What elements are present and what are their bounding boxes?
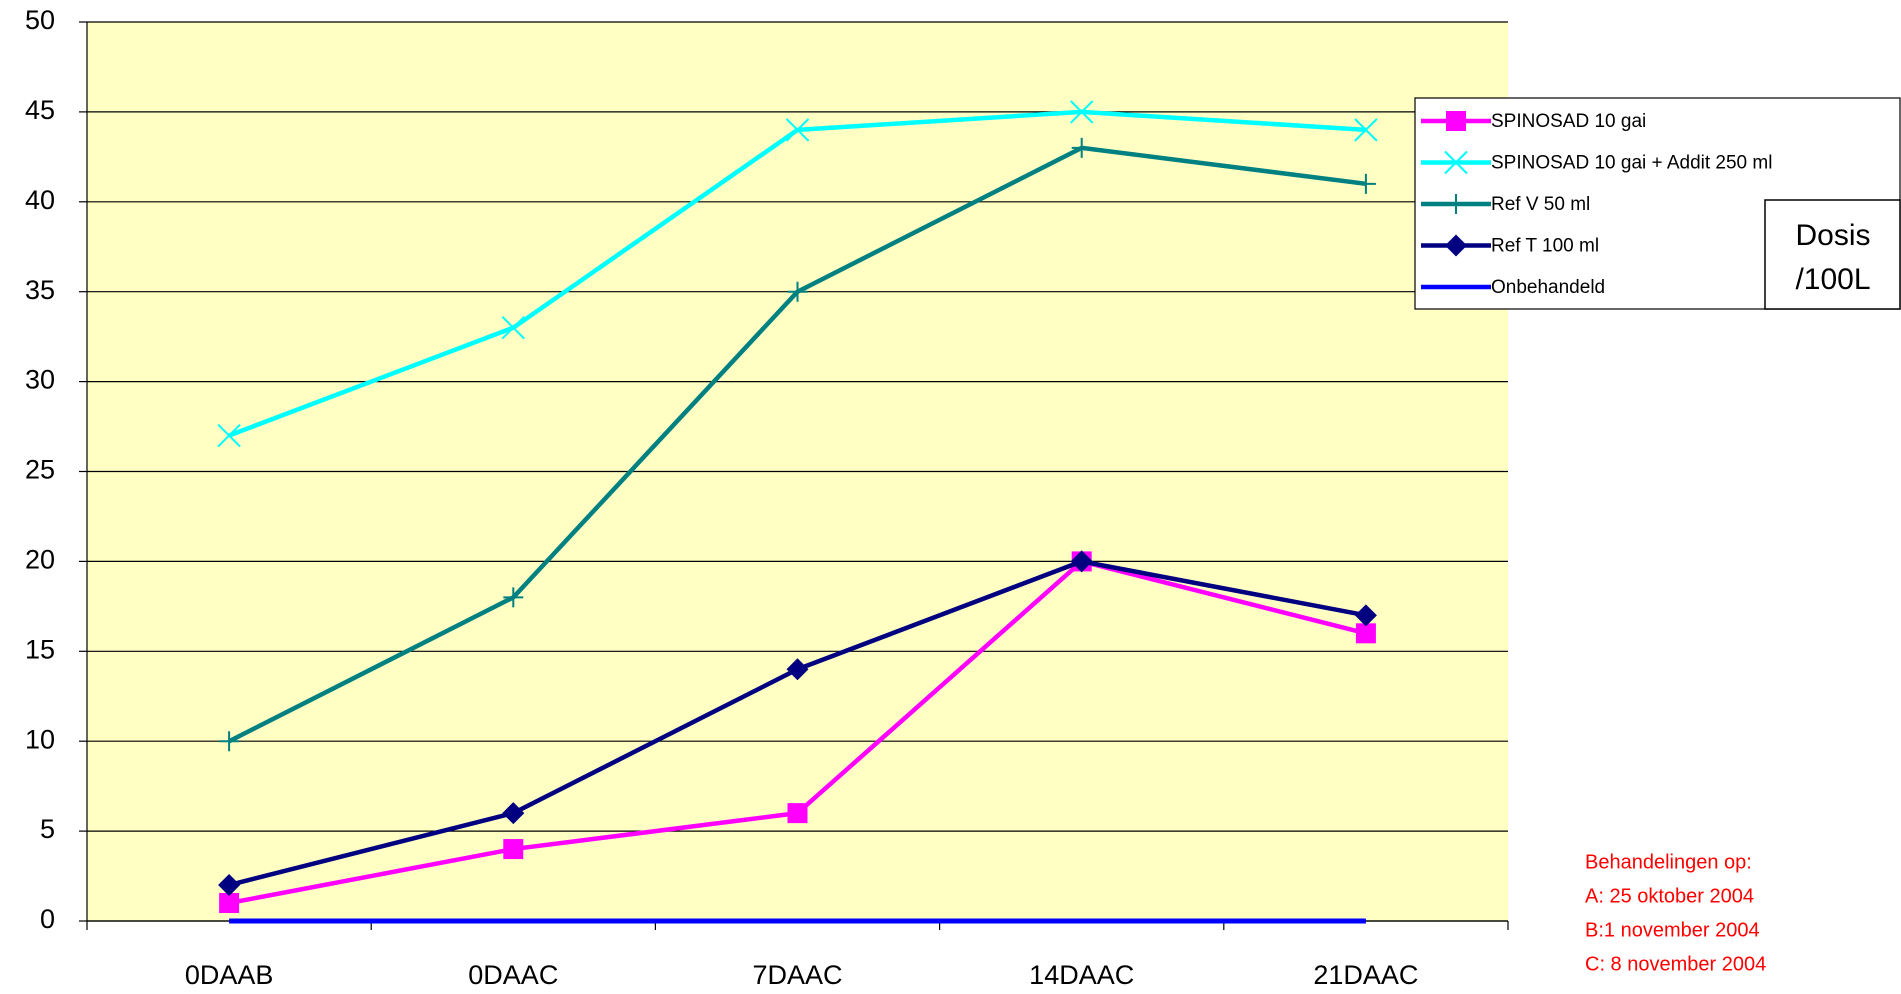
legend-marker xyxy=(1446,194,1466,214)
data-point xyxy=(1354,604,1377,627)
y-tick-label: 40 xyxy=(25,185,55,215)
x-tick-label: 14DAAC xyxy=(1029,960,1134,990)
y-tick-label: 10 xyxy=(25,724,55,754)
legend-marker xyxy=(1446,111,1466,131)
data-point xyxy=(218,874,241,897)
y-tick-label: 5 xyxy=(40,814,55,844)
data-point xyxy=(785,118,810,142)
data-point xyxy=(219,893,240,914)
note: A: 25 oktober 2004 xyxy=(1585,885,1754,907)
data-point xyxy=(219,731,240,752)
legend-marker xyxy=(1444,150,1468,175)
data-point xyxy=(501,315,526,340)
data-point xyxy=(786,658,809,681)
note: C: 8 november 2004 xyxy=(1585,953,1766,975)
legend-marker xyxy=(1445,234,1467,257)
y-tick-label: 45 xyxy=(25,95,55,125)
data-point xyxy=(1355,173,1376,194)
y-tick-label: 0 xyxy=(40,904,55,934)
x-tick-label: 7DAAC xyxy=(752,960,842,990)
legend-title: Dosis xyxy=(1795,219,1870,252)
data-point xyxy=(1354,118,1378,142)
y-tick-label: 20 xyxy=(25,545,55,575)
legend-label: Ref T 100 ml xyxy=(1491,236,1599,257)
data-point xyxy=(1355,623,1376,644)
data-point xyxy=(1069,100,1094,124)
data-point xyxy=(217,423,241,448)
legend-label: Onbehandeld xyxy=(1491,277,1605,298)
data-point xyxy=(503,587,524,608)
y-tick-label: 50 xyxy=(25,5,55,35)
data-point xyxy=(1070,550,1093,573)
data-point xyxy=(503,839,524,860)
data-point xyxy=(787,281,808,302)
note: Behandelingen op: xyxy=(1585,851,1752,873)
data-point xyxy=(787,803,808,824)
legend-title: /100L xyxy=(1795,263,1870,296)
legend-title-box xyxy=(1764,199,1901,310)
legend-label: SPINOSAD 10 gai + Addit 250 ml xyxy=(1491,153,1772,174)
legend-label: SPINOSAD 10 gai xyxy=(1491,111,1646,132)
x-tick-label: 21DAAC xyxy=(1313,960,1418,990)
y-tick-label: 30 xyxy=(25,365,55,395)
y-tick-label: 35 xyxy=(25,275,55,305)
legend-label: Ref V 50 ml xyxy=(1491,194,1590,215)
data-point xyxy=(502,802,525,825)
x-tick-label: 0DAAB xyxy=(185,960,274,990)
x-tick-label: 0DAAC xyxy=(468,960,558,990)
data-point xyxy=(1071,137,1092,158)
y-tick-label: 25 xyxy=(25,455,55,485)
note: B:1 november 2004 xyxy=(1585,919,1760,941)
y-tick-label: 15 xyxy=(25,634,55,664)
